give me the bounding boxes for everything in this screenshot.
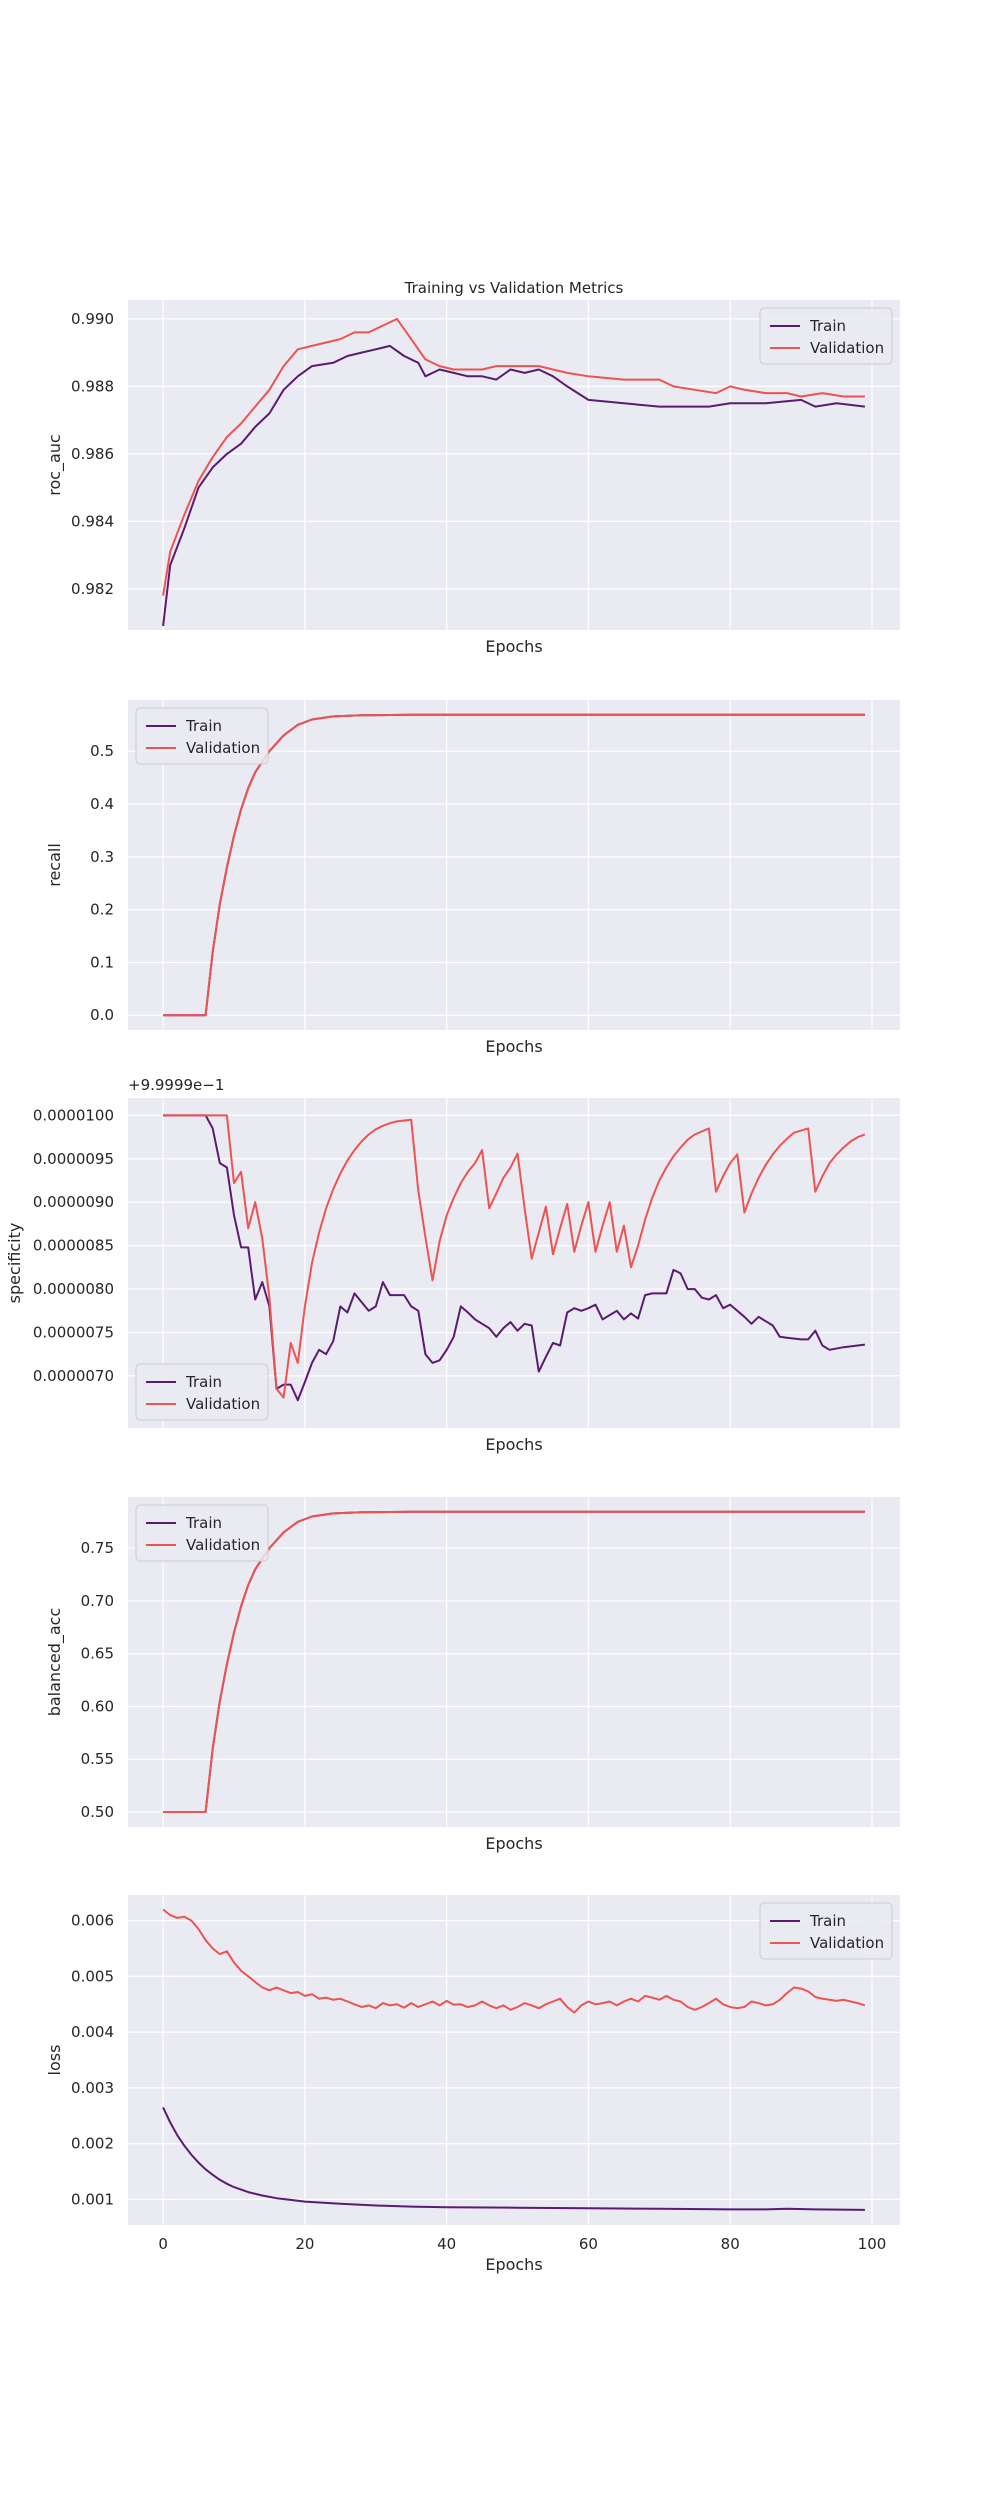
x-tick-label: 80 <box>721 2235 740 2253</box>
series-line-validation <box>162 317 865 596</box>
legend-label-validation: Validation <box>810 339 884 357</box>
legend-box <box>759 1902 893 1960</box>
y-axis-label: roc_auc <box>45 434 65 496</box>
series-line-validation <box>162 1908 866 2014</box>
x-tick-label: 40 <box>437 2235 456 2253</box>
panel-roc_auc: 0.982 0.984 0.986 0.988 0.990 Epochs roc_auc Tr… <box>45 300 900 656</box>
legend-box <box>759 307 893 365</box>
panel-specificity: 0.0000070 0.0000075 0.0000080 0.0000085 0.00… <box>5 1076 900 1454</box>
y-tick-label: 0.50 <box>81 1803 114 1821</box>
y-tick-label: 0.988 <box>71 377 114 395</box>
y-tick-label: 0.65 <box>81 1645 114 1663</box>
legend: Train Validation <box>135 1363 269 1421</box>
panel-balanced_acc: 0.50 0.55 0.60 0.65 0.70 0.75 Epochs balanced_a… <box>45 1497 900 1853</box>
x-tick-label: 20 <box>295 2235 314 2253</box>
y-tick-label: 0.0000075 <box>33 1323 114 1341</box>
y-tick-label: 0.986 <box>71 445 114 463</box>
legend-box <box>135 1363 269 1421</box>
legend-label-validation: Validation <box>810 1934 884 1952</box>
legend-box <box>135 707 269 765</box>
series-line-validation <box>163 713 865 1017</box>
legend-label-train: Train <box>185 1514 222 1532</box>
legend-box <box>135 1504 269 1562</box>
x-axis-label: Epochs <box>485 1435 542 1454</box>
x-tick-label: 60 <box>579 2235 598 2253</box>
y-tick-label: 0.2 <box>90 901 114 919</box>
series-line-train <box>163 1114 866 1402</box>
y-tick-label: 0.0000090 <box>33 1193 114 1211</box>
x-axis-label: Epochs <box>485 2255 542 2274</box>
y-tick-label: 0.0000095 <box>33 1150 114 1168</box>
legend-label-train: Train <box>185 1373 222 1391</box>
legend-label-train: Train <box>809 317 846 335</box>
legend-label-train: Train <box>809 1912 846 1930</box>
legend-label-validation: Validation <box>186 1536 260 1554</box>
x-tick-label: 100 <box>858 2235 887 2253</box>
legend: Train Validation <box>135 1504 269 1562</box>
y-axis-label: specificity <box>5 1223 24 1304</box>
y-tick-label: 0.0000100 <box>33 1106 114 1124</box>
y-axis-label: balanced_acc <box>45 1608 65 1717</box>
legend-label-validation: Validation <box>186 739 260 757</box>
y-tick-label: 0.5 <box>90 742 114 760</box>
y-tick-label: 0.990 <box>71 310 114 328</box>
y-tick-label: 0.984 <box>71 512 114 530</box>
y-tick-label: 0.75 <box>81 1539 114 1557</box>
y-tick-label: 0.001 <box>71 2190 114 2208</box>
y-tick-label: 0.60 <box>81 1697 114 1715</box>
y-tick-label: 0.3 <box>90 848 114 866</box>
y-tick-label: 0.0 <box>90 1006 114 1024</box>
x-axis-label: Epochs <box>485 1037 542 1056</box>
x-axis-label: Epochs <box>485 637 542 656</box>
legend: Train Validation <box>759 307 893 365</box>
series-line-validation <box>163 1114 866 1399</box>
y-tick-label: 0.004 <box>71 2023 114 2041</box>
y-offset-label: +9.9999e−1 <box>128 1076 224 1094</box>
y-tick-label: 0.0000080 <box>33 1280 114 1298</box>
y-tick-label: 0.006 <box>71 1912 114 1930</box>
panel-loss: 0.001 0.002 0.003 0.004 0.005 0.006 0 20 40 60 80 1… <box>45 1895 900 2274</box>
y-tick-label: 0.982 <box>71 580 114 598</box>
y-tick-label: 0.4 <box>90 795 114 813</box>
y-tick-label: 0.55 <box>81 1750 114 1768</box>
legend-label-train: Train <box>185 717 222 735</box>
series-line-validation <box>163 1510 865 1813</box>
y-tick-label: 0.002 <box>71 2135 114 2153</box>
panel-recall: 0.0 0.1 0.2 0.3 0.4 0.5 Epochs recall Train Valid… <box>45 700 900 1056</box>
legend: Train Validation <box>759 1902 893 1960</box>
legend: Train Validation <box>135 707 269 765</box>
y-tick-label: 0.005 <box>71 1967 114 1985</box>
y-tick-label: 0.0000070 <box>33 1367 114 1385</box>
legend-label-validation: Validation <box>186 1395 260 1413</box>
y-tick-label: 0.0000085 <box>33 1237 114 1255</box>
x-tick-label: 0 <box>158 2235 168 2253</box>
series-line-train <box>162 344 866 627</box>
figure-title: Training vs Validation Metrics <box>404 279 624 297</box>
y-tick-label: 0.70 <box>81 1592 114 1610</box>
y-axis-label: loss <box>45 2045 64 2076</box>
y-tick-label: 0.003 <box>71 2079 114 2097</box>
x-axis-label: Epochs <box>485 1834 542 1853</box>
y-tick-label: 0.1 <box>90 953 114 971</box>
series-line-train <box>162 2106 865 2211</box>
y-axis-label: recall <box>45 843 64 887</box>
